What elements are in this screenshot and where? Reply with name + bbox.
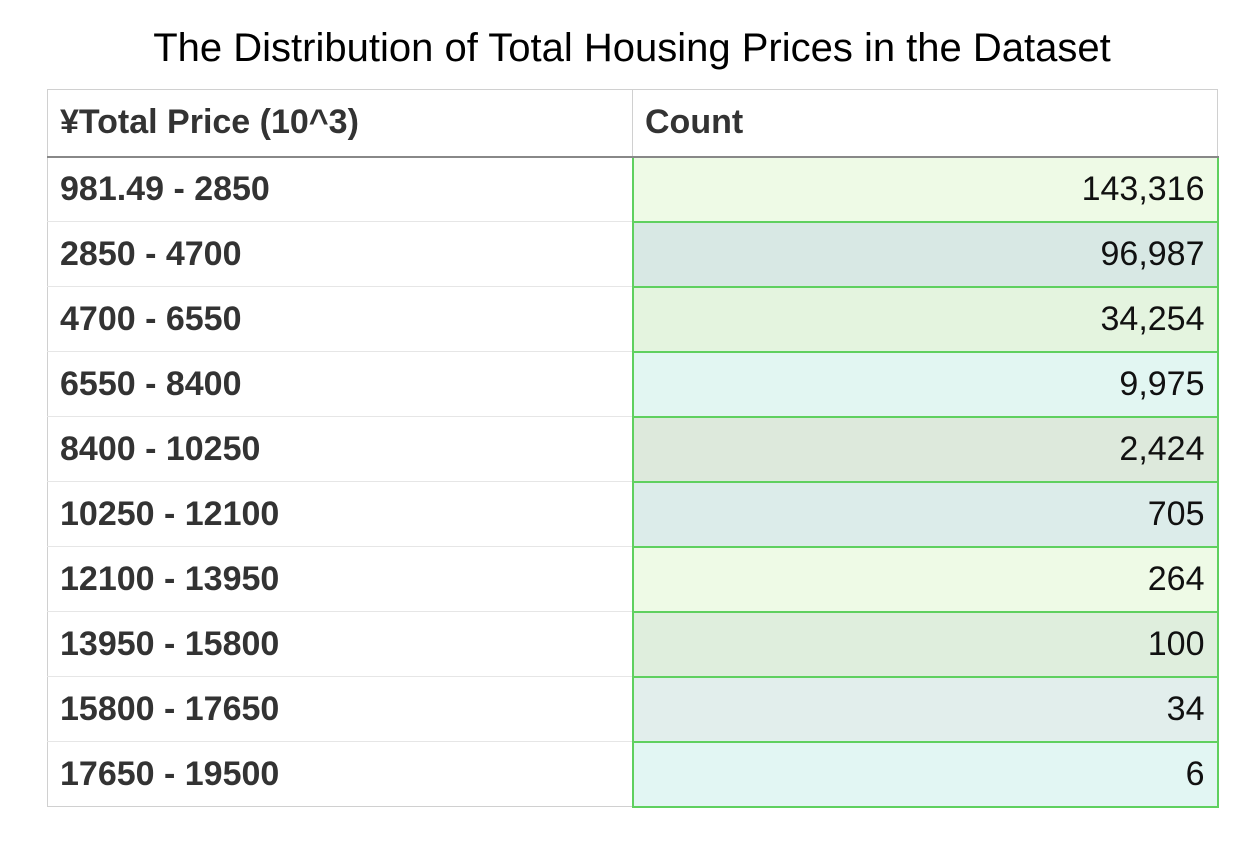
header-count: Count bbox=[632, 89, 1218, 158]
count-cell: 143,316 bbox=[631, 155, 1219, 223]
table-row: 8400 - 10250 2,424 bbox=[47, 415, 1219, 483]
table-row: 6550 - 8400 9,975 bbox=[47, 350, 1219, 418]
count-cell: 34,254 bbox=[631, 285, 1219, 353]
price-range-cell: 13950 - 15800 bbox=[47, 611, 633, 677]
count-cell: 9,975 bbox=[631, 350, 1219, 418]
price-range-cell: 2850 - 4700 bbox=[47, 221, 633, 287]
price-range-cell: 10250 - 12100 bbox=[47, 481, 633, 547]
table-row: 2850 - 4700 96,987 bbox=[47, 220, 1219, 288]
price-range-cell: 4700 - 6550 bbox=[47, 286, 633, 352]
table-row: 10250 - 12100 705 bbox=[47, 480, 1219, 548]
count-cell: 34 bbox=[631, 675, 1219, 743]
count-cell: 6 bbox=[631, 740, 1219, 808]
count-cell: 2,424 bbox=[631, 415, 1219, 483]
table-row: 12100 - 13950 264 bbox=[47, 545, 1219, 613]
price-range-cell: 8400 - 10250 bbox=[47, 416, 633, 482]
table-row: 17650 - 19500 6 bbox=[47, 740, 1219, 808]
table-body: 981.49 - 2850 143,316 2850 - 4700 96,987 470… bbox=[47, 155, 1219, 808]
table-row: 4700 - 6550 34,254 bbox=[47, 285, 1219, 353]
price-range-cell: 17650 - 19500 bbox=[47, 741, 633, 807]
count-cell: 264 bbox=[631, 545, 1219, 613]
data-table: ¥Total Price (10^3) Count 981.49 - 2850 1… bbox=[47, 89, 1219, 808]
price-distribution-table: ¥Total Price (10^3) Count 981.49 - 2850 1… bbox=[47, 89, 1219, 808]
header-row: ¥Total Price (10^3) Count bbox=[47, 89, 1218, 158]
price-range-cell: 12100 - 13950 bbox=[47, 546, 633, 612]
table-row: 13950 - 15800 100 bbox=[47, 610, 1219, 678]
price-range-cell: 15800 - 17650 bbox=[47, 676, 633, 742]
chart-title: The Distribution of Total Housing Prices… bbox=[153, 26, 1111, 70]
header-total-price: ¥Total Price (10^3) bbox=[47, 89, 633, 158]
price-range-cell: 981.49 - 2850 bbox=[47, 156, 633, 222]
count-cell: 100 bbox=[631, 610, 1219, 678]
count-cell: 705 bbox=[631, 480, 1219, 548]
table-row: 981.49 - 2850 143,316 bbox=[47, 155, 1219, 223]
table-row: 15800 - 17650 34 bbox=[47, 675, 1219, 743]
price-range-cell: 6550 - 8400 bbox=[47, 351, 633, 417]
count-cell: 96,987 bbox=[631, 220, 1219, 288]
